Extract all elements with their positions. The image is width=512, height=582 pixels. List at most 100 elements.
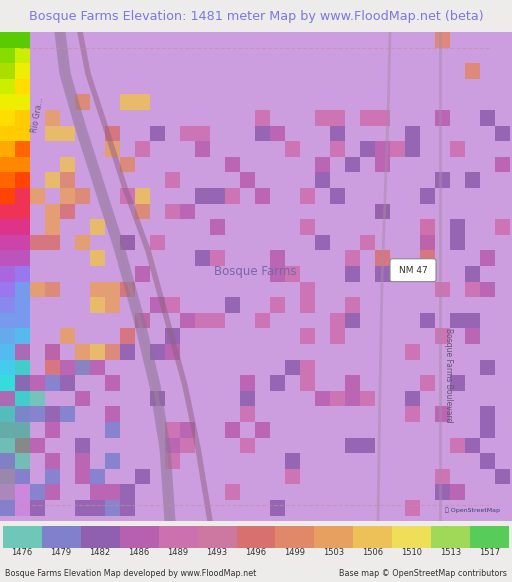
Bar <box>315 157 330 172</box>
Bar <box>30 406 45 422</box>
Text: 1506: 1506 <box>362 548 383 557</box>
Bar <box>345 297 360 313</box>
Bar <box>0 266 15 282</box>
Bar <box>471 526 509 548</box>
Bar <box>30 282 45 297</box>
Bar <box>225 157 240 172</box>
Bar <box>198 526 237 548</box>
Bar <box>0 344 15 360</box>
Bar <box>300 282 315 297</box>
Bar <box>150 297 165 313</box>
Bar <box>15 484 30 500</box>
Text: 1489: 1489 <box>167 548 188 557</box>
Bar <box>0 204 15 219</box>
Bar <box>300 375 315 391</box>
Bar <box>255 188 270 204</box>
Bar <box>465 172 480 188</box>
Bar <box>15 297 30 313</box>
Bar <box>330 391 345 406</box>
Bar <box>360 110 375 126</box>
Bar <box>240 406 255 422</box>
Bar <box>315 172 330 188</box>
Bar <box>375 157 390 172</box>
Bar <box>330 110 345 126</box>
Bar <box>120 282 135 297</box>
Bar <box>345 438 360 453</box>
Text: Bosque Farms: Bosque Farms <box>214 265 296 278</box>
Bar <box>435 110 450 126</box>
Bar <box>330 188 345 204</box>
Bar <box>15 469 30 484</box>
Bar <box>135 313 150 328</box>
Bar <box>0 48 15 63</box>
Bar <box>0 438 15 453</box>
Bar <box>0 391 15 406</box>
Bar <box>270 500 285 516</box>
Bar <box>0 469 15 484</box>
Bar <box>345 250 360 266</box>
Bar <box>450 235 465 250</box>
Bar <box>0 94 15 110</box>
Bar <box>285 360 300 375</box>
Bar <box>165 453 180 469</box>
Bar <box>90 219 105 235</box>
Bar <box>360 391 375 406</box>
Bar <box>465 282 480 297</box>
Bar <box>45 235 60 250</box>
Bar <box>195 313 210 328</box>
Bar <box>465 313 480 328</box>
Bar <box>0 453 15 469</box>
Bar <box>285 469 300 484</box>
Bar <box>0 157 15 172</box>
Bar <box>300 360 315 375</box>
Bar <box>450 484 465 500</box>
Bar <box>60 188 75 204</box>
Bar <box>45 375 60 391</box>
Bar <box>330 141 345 157</box>
Bar <box>300 188 315 204</box>
Bar <box>45 469 60 484</box>
Bar <box>345 157 360 172</box>
Bar <box>75 500 90 516</box>
Bar <box>285 453 300 469</box>
Bar <box>330 328 345 344</box>
Bar <box>30 484 45 500</box>
Bar <box>105 453 120 469</box>
Bar <box>420 235 435 250</box>
Bar <box>0 282 15 297</box>
Bar <box>165 328 180 344</box>
Bar <box>15 110 30 126</box>
Bar <box>0 250 15 266</box>
Bar <box>105 297 120 313</box>
Bar <box>450 313 465 328</box>
Bar <box>120 500 135 516</box>
Bar <box>330 126 345 141</box>
Bar <box>255 110 270 126</box>
Bar <box>0 126 15 141</box>
Bar <box>465 328 480 344</box>
Bar <box>150 344 165 360</box>
Bar <box>45 172 60 188</box>
Text: 1476: 1476 <box>11 548 33 557</box>
Bar <box>435 282 450 297</box>
Bar <box>420 235 435 250</box>
Text: 1482: 1482 <box>90 548 111 557</box>
Bar <box>80 526 119 548</box>
Bar <box>330 313 345 328</box>
Bar <box>45 344 60 360</box>
Bar <box>0 110 15 126</box>
Bar <box>15 375 30 391</box>
Bar <box>90 500 105 516</box>
Bar <box>0 313 15 328</box>
Bar <box>300 328 315 344</box>
Bar <box>45 204 60 219</box>
Bar <box>225 422 240 438</box>
Bar <box>120 328 135 344</box>
Text: Bosque Farms Elevation Map developed by www.FloodMap.net: Bosque Farms Elevation Map developed by … <box>5 569 257 579</box>
Bar <box>435 406 450 422</box>
Bar <box>495 126 510 141</box>
Bar <box>75 469 90 484</box>
Bar <box>360 141 375 157</box>
Bar <box>45 422 60 438</box>
Bar <box>375 141 390 157</box>
